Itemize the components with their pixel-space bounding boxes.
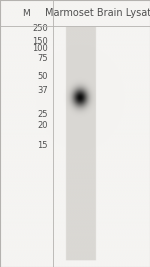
Text: 150: 150	[32, 37, 48, 46]
Text: M: M	[22, 9, 30, 18]
Text: 100: 100	[32, 44, 48, 53]
Text: Marmoset Brain Lysate: Marmoset Brain Lysate	[45, 8, 150, 18]
Bar	[66, 27, 96, 260]
Text: 50: 50	[38, 72, 48, 81]
Text: 20: 20	[38, 121, 48, 130]
Text: 250: 250	[32, 24, 48, 33]
Text: 75: 75	[37, 54, 48, 63]
Text: 37: 37	[37, 86, 48, 95]
Text: 25: 25	[38, 110, 48, 119]
Text: 15: 15	[38, 141, 48, 150]
